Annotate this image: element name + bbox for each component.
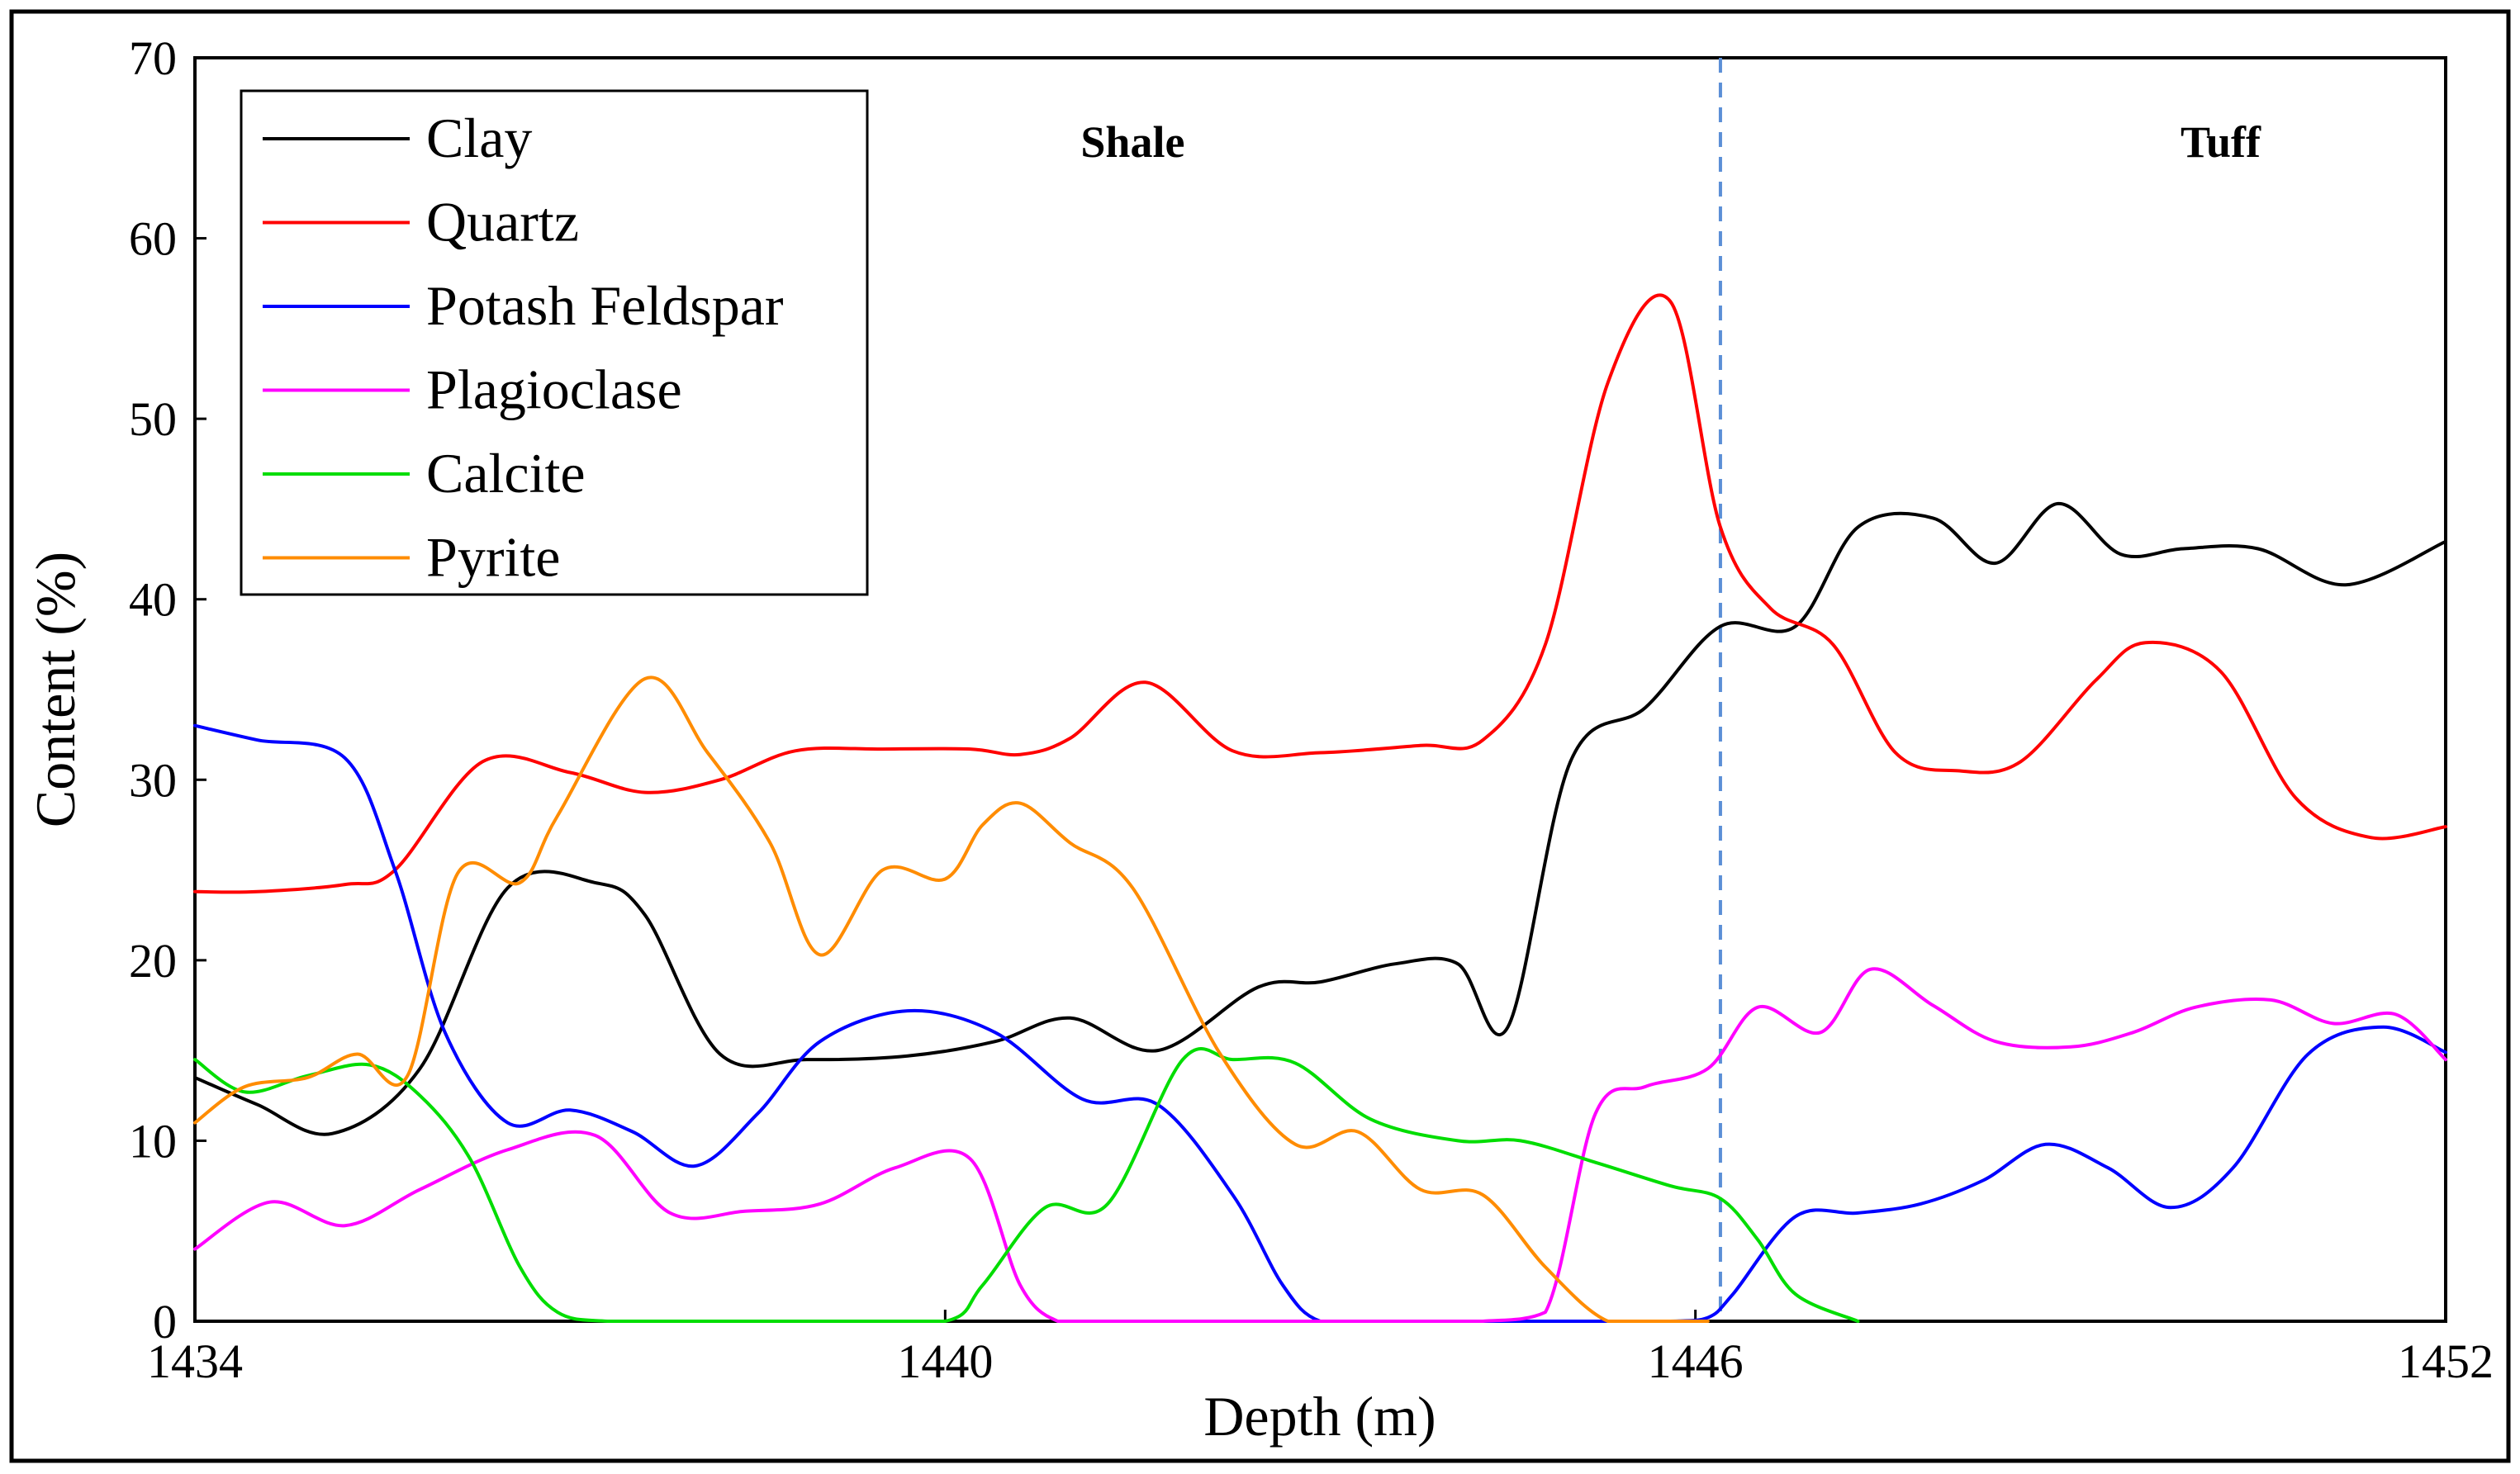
y-axis-ticks: 0 10 20 30 40 50 60 70 [129, 31, 206, 1348]
legend-label-quartz: Quartz [426, 191, 579, 254]
x-tick-label: 1452 [2398, 1334, 2494, 1388]
series-line-pyrite [193, 675, 1710, 1324]
x-tick-label: 1440 [897, 1334, 993, 1388]
y-tick-label: 0 [153, 1295, 177, 1348]
y-tick-label: 30 [129, 753, 177, 807]
x-axis-ticks: 1434 1440 1446 1452 [147, 1310, 2494, 1388]
y-tick-label: 60 [129, 212, 177, 266]
legend-label-pyrite: Pyrite [426, 526, 560, 589]
y-tick-label: 40 [129, 573, 177, 627]
legend-label-calcite: Calcite [426, 442, 586, 505]
series-lines [193, 293, 2447, 1324]
annotation-tuff: Tuff [2181, 117, 2261, 167]
x-axis-title: Depth (m) [1203, 1385, 1436, 1448]
series-line-clay [193, 501, 2447, 1136]
legend-label-potash-feldspar: Potash Feldspar [426, 274, 784, 337]
y-tick-label: 20 [129, 934, 177, 988]
legend-label-plagioclase: Plagioclase [426, 358, 682, 421]
y-tick-label: 50 [129, 392, 177, 446]
x-tick-label: 1434 [147, 1334, 243, 1388]
legend-box [240, 89, 869, 596]
series-line-plagioclase [193, 967, 2447, 1324]
y-tick-label: 70 [129, 31, 177, 85]
y-axis-title: Content (%) [24, 552, 87, 827]
series-line-potash-feldspar [193, 723, 2447, 1324]
series-line-calcite [193, 1047, 1860, 1324]
series-line-quartz [193, 293, 2447, 894]
y-tick-label: 10 [129, 1114, 177, 1168]
x-tick-label: 1446 [1648, 1334, 1744, 1388]
annotation-shale: Shale [1080, 117, 1184, 167]
legend-label-clay: Clay [426, 107, 532, 169]
legend: Clay Quartz Potash Feldspar Plagioclase Calc… [240, 89, 869, 596]
